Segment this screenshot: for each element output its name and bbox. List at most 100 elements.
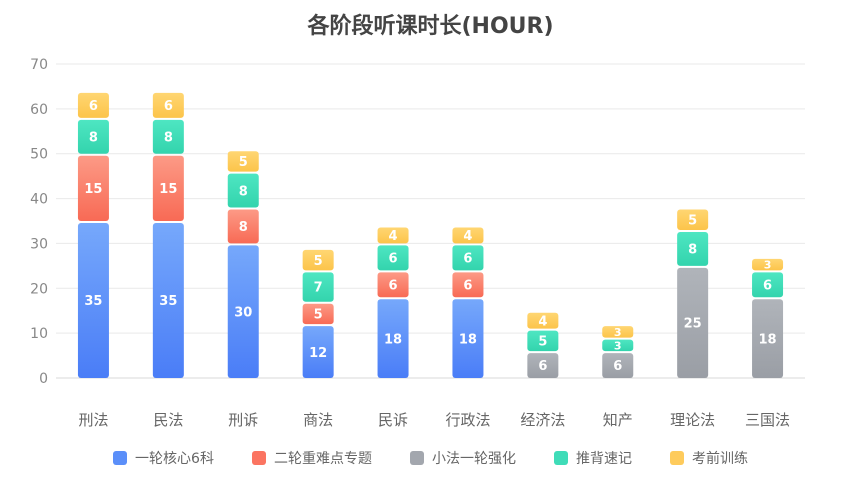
legend: 一轮核心6科 二轮重难点专题 小法一轮强化 推背速记 考前训练 <box>0 448 861 468</box>
data-label: 5 <box>314 254 323 269</box>
y-tick-label: 40 <box>30 192 48 208</box>
data-label: 5 <box>538 335 547 350</box>
y-tick-label: 0 <box>39 371 48 387</box>
bar-segment <box>527 330 559 352</box>
x-tick-label: 商法 <box>303 411 333 429</box>
legend-label: 小法一轮强化 <box>431 451 516 467</box>
data-label: 15 <box>84 182 102 197</box>
bar-segment <box>77 155 109 221</box>
bar-segment <box>452 272 484 298</box>
data-label: 18 <box>384 332 402 347</box>
bar-segment <box>377 272 409 298</box>
y-tick-label: 50 <box>30 147 48 163</box>
bar-segment <box>527 312 559 329</box>
data-label: 6 <box>613 359 622 374</box>
bar-segment <box>452 245 484 271</box>
legend-swatch <box>553 451 568 465</box>
bar-segment <box>77 119 109 154</box>
bar-segment <box>677 231 709 266</box>
data-label: 35 <box>84 294 102 309</box>
bar-segment <box>152 155 184 221</box>
legend-item[interactable]: 推背速记 <box>553 448 632 468</box>
x-tick-label: 理论法 <box>670 411 715 429</box>
legend-swatch <box>251 451 266 465</box>
data-label: 3 <box>614 339 622 352</box>
data-label: 5 <box>688 213 697 228</box>
legend-label: 二轮重难点专题 <box>273 451 372 467</box>
data-label: 15 <box>159 182 177 197</box>
data-label: 25 <box>684 317 702 332</box>
bar-segment <box>302 249 334 271</box>
data-label: 8 <box>89 130 98 145</box>
y-tick-label: 60 <box>30 102 48 118</box>
data-label: 7 <box>314 281 323 296</box>
bar-segment <box>377 245 409 271</box>
y-tick-label: 20 <box>30 281 48 297</box>
data-label: 5 <box>314 308 323 323</box>
bars-layer <box>77 92 784 378</box>
bar-segment <box>227 209 259 244</box>
data-label: 6 <box>89 99 98 114</box>
bar-segment <box>152 92 184 118</box>
bar-segment <box>302 303 334 325</box>
y-tick-label: 30 <box>30 236 48 252</box>
data-label: 4 <box>463 229 472 244</box>
data-label: 8 <box>239 184 248 199</box>
bar-segment <box>452 227 484 244</box>
bar-segment <box>227 173 259 208</box>
legend-item[interactable]: 二轮重难点专题 <box>251 448 372 468</box>
data-label: 3 <box>764 259 772 272</box>
bar-segment <box>227 245 259 378</box>
data-label: 8 <box>239 220 248 235</box>
bar-segment <box>377 299 409 378</box>
bar-segment <box>602 339 634 352</box>
data-label: 30 <box>234 305 252 320</box>
data-label: 4 <box>538 314 547 329</box>
y-tick-label: 10 <box>30 326 48 342</box>
bar-segment <box>227 151 259 172</box>
bar-segment <box>752 272 784 298</box>
data-label: 3 <box>614 326 622 339</box>
bar-segment <box>302 272 334 302</box>
data-label: 12 <box>309 346 327 361</box>
x-tick-label: 经济法 <box>520 411 565 429</box>
legend-item[interactable]: 小法一轮强化 <box>409 448 516 468</box>
bar-segment <box>77 92 109 118</box>
data-label: 5 <box>239 155 248 170</box>
bar-segment <box>152 223 184 378</box>
x-tick-label: 知产 <box>603 411 633 429</box>
data-label: 6 <box>164 99 173 114</box>
legend-swatch <box>669 451 684 465</box>
x-tick-label: 三国法 <box>745 411 790 429</box>
bar-segment <box>602 326 634 338</box>
data-label: 18 <box>759 332 777 347</box>
data-label: 35 <box>159 294 177 309</box>
bar-segment <box>77 223 109 378</box>
x-tick-label: 民法 <box>153 411 183 429</box>
bar-segment <box>152 119 184 154</box>
data-label: 6 <box>763 278 772 293</box>
data-label: 8 <box>688 243 697 258</box>
data-label: 4 <box>389 229 398 244</box>
legend-item[interactable]: 考前训练 <box>669 448 748 468</box>
bar-segment <box>677 267 709 378</box>
bar-segment <box>602 353 634 378</box>
legend-item[interactable]: 一轮核心6科 <box>113 448 214 468</box>
data-label: 18 <box>459 332 477 347</box>
bar-segment <box>452 299 484 378</box>
data-label: 6 <box>389 252 398 267</box>
chart-title: 各阶段听课时长(HOUR) <box>307 14 554 39</box>
legend-label: 一轮核心6科 <box>135 451 214 467</box>
data-label: 6 <box>463 278 472 293</box>
legend-label: 考前训练 <box>691 451 748 467</box>
x-tick-label: 刑法 <box>78 411 108 429</box>
data-label: 6 <box>538 359 547 374</box>
data-label: 6 <box>389 278 398 293</box>
bar-segment <box>752 258 784 271</box>
data-label: 8 <box>164 130 173 145</box>
data-label: 6 <box>463 252 472 267</box>
bar-segment <box>527 353 559 378</box>
bar-segment <box>677 209 709 230</box>
x-tick-label: 刑诉 <box>228 411 258 429</box>
